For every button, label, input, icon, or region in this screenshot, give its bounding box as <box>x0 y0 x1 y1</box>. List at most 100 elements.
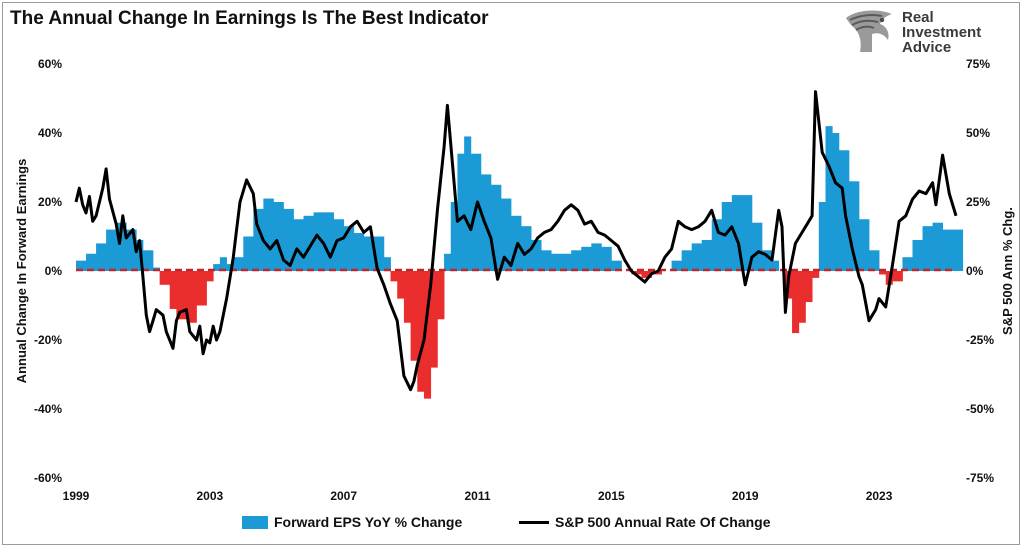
eps-bar <box>922 226 933 271</box>
eps-bar <box>848 181 860 271</box>
y2-tick-label: -75% <box>966 471 994 485</box>
y2-axis-title: S&P 500 Ann % Chg. <box>1000 207 1015 335</box>
eps-bar <box>353 233 365 271</box>
y2-tick-label: 50% <box>966 126 990 140</box>
brand-line-3: Advice <box>902 39 952 56</box>
y-axis-title: Annual Change In Forward Earnings <box>14 159 29 384</box>
legend-label-eps: Forward EPS YoY % Change <box>274 514 463 530</box>
eps-bar <box>423 271 432 399</box>
eps-bar <box>798 271 806 323</box>
eps-bar <box>932 222 944 271</box>
eps-bar <box>581 246 592 271</box>
chart-title: The Annual Change In Earnings Is The Bes… <box>10 8 489 29</box>
eps-bar <box>601 246 612 271</box>
eps-bar <box>731 195 743 271</box>
eps-bar <box>701 239 713 271</box>
eps-bar <box>812 271 820 278</box>
eps-bar <box>591 243 602 271</box>
eps-bar <box>437 271 445 320</box>
eps-bar <box>832 133 840 271</box>
legend-swatch-eps <box>242 515 268 529</box>
series-line-sp500 <box>74 90 958 392</box>
eps-bar <box>303 215 314 271</box>
y-tick-label: -40% <box>34 402 62 416</box>
eps-bar <box>383 257 391 271</box>
eps-bar <box>283 208 294 271</box>
x-tick-label: 2023 <box>866 489 893 503</box>
y-tick-label: 40% <box>38 126 62 140</box>
y-tick-label: -60% <box>34 471 62 485</box>
x-tick-label: 1999 <box>63 489 90 503</box>
eps-bar <box>293 219 304 271</box>
y-tick-label: 0% <box>45 264 63 278</box>
legend-item-eps: Forward EPS YoY % Change <box>242 514 462 530</box>
eps-bar <box>444 253 452 271</box>
eps-bar <box>169 271 177 309</box>
eps-bar <box>390 271 398 282</box>
eps-bar <box>858 219 870 271</box>
x-tick-label: 2003 <box>196 489 223 503</box>
eps-bar <box>243 236 254 271</box>
y2-tick-label: 25% <box>966 195 990 209</box>
y-tick-label: 20% <box>38 195 62 209</box>
eps-bar <box>176 271 187 320</box>
eps-bar <box>397 271 405 299</box>
eps-bar <box>541 250 552 271</box>
eps-bar <box>219 257 227 271</box>
x-tick-label: 2015 <box>598 489 625 503</box>
y-axis-left: 60% 40% 20% 0% -20% -40% -60% <box>34 57 62 485</box>
eps-bar <box>126 229 137 271</box>
x-tick-label: 2011 <box>464 489 490 503</box>
eps-bar <box>196 271 207 306</box>
eps-bar <box>233 257 244 271</box>
eps-bar <box>741 195 753 271</box>
eps-bar <box>902 257 913 271</box>
brand-line-1: Real <box>902 9 934 26</box>
eps-bar <box>691 243 703 271</box>
eps-bar <box>571 250 582 271</box>
eps-bar <box>343 226 355 271</box>
eps-bar <box>323 212 335 271</box>
eps-bar <box>450 202 458 271</box>
eps-bar <box>805 271 813 303</box>
eps-bar <box>892 271 903 282</box>
eps-bar <box>273 202 284 271</box>
brand-line-2: Investment <box>902 24 982 41</box>
eps-bar <box>721 202 733 271</box>
eps-bar <box>333 219 345 271</box>
eps-bar <box>561 253 572 271</box>
eps-bar <box>76 260 87 271</box>
eps-bar <box>551 253 562 271</box>
eps-bar <box>417 271 425 392</box>
eps-bar <box>531 239 542 271</box>
eps-bar <box>818 202 826 271</box>
eps-bar <box>671 260 683 271</box>
eps-bar <box>430 271 438 368</box>
eps-bar <box>879 271 887 275</box>
eps-bar <box>86 253 97 271</box>
eps-bar <box>253 208 264 271</box>
y2-tick-label: 75% <box>966 57 990 71</box>
eps-bar <box>457 153 465 271</box>
x-axis: 1999 2003 2007 2011 2015 2019 2023 <box>63 489 893 503</box>
eps-bar <box>206 271 214 282</box>
eps-bar <box>912 239 923 271</box>
eps-bar <box>825 126 833 271</box>
eagle-head-icon <box>846 10 892 52</box>
y-tick-label: 60% <box>38 57 62 71</box>
chart-legend: Forward EPS YoY % Change S&P 500 Annual … <box>0 514 1024 536</box>
eps-bar <box>761 250 773 271</box>
y2-tick-label: -50% <box>966 402 994 416</box>
eps-bar <box>373 236 385 271</box>
eps-bar <box>952 229 964 271</box>
eps-bar <box>751 222 763 271</box>
eps-bar <box>313 212 325 271</box>
legend-label-sp500: S&P 500 Annual Rate Of Change <box>555 514 771 530</box>
eps-bar <box>403 271 411 323</box>
brand-name: Real Investment Advice <box>902 10 981 55</box>
eps-bar <box>263 198 274 271</box>
legend-swatch-sp500 <box>519 520 549 524</box>
eps-bar <box>186 271 197 323</box>
